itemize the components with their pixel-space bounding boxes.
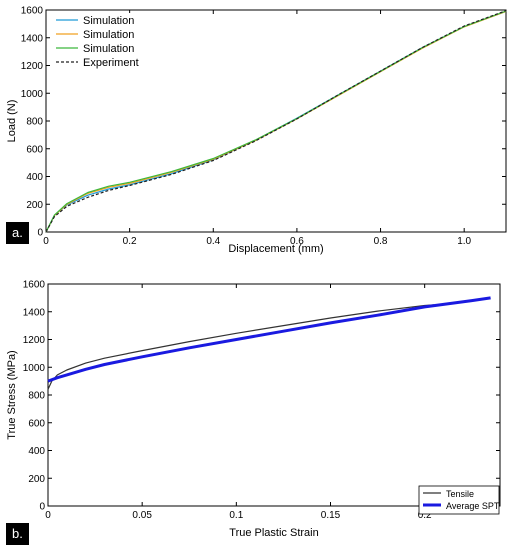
chart-b-x-axis: 0 0.05 0.1 0.15 0.2 [45, 284, 432, 521]
chart-a-legend-label: Simulation [83, 29, 134, 41]
chart-b-x-tick-label: 0.05 [132, 510, 152, 521]
panel-a-label: a. [6, 222, 29, 244]
chart-a-y-tick-label: 0 [37, 228, 43, 239]
chart-a-y-tick-label: 800 [26, 117, 43, 128]
chart-a-legend-label: Simulation [83, 15, 134, 27]
chart-b-series [47, 296, 491, 390]
chart-b-legend: Tensile Average SPT [418, 485, 500, 515]
chart-a: 0 200 400 600 800 1000 1200 1400 1600 0 0.2 0.4 0.6… [6, 6, 507, 255]
chart-b-x-tick-label: 0.2 [418, 510, 432, 521]
chart-a-x-tick-label: 0 [43, 236, 49, 247]
chart-a-xlabel: Displacement (mm) [228, 243, 323, 255]
chart-a-x-tick-label: 0.2 [123, 236, 137, 247]
chart-b-y-tick-label: 1200 [23, 335, 46, 346]
chart-a-y-tick-label: 1200 [21, 61, 44, 72]
chart-b-y-tick-label: 200 [28, 474, 45, 485]
chart-b-xlabel: True Plastic Strain [229, 527, 318, 539]
chart-a-y-tick-label: 200 [26, 200, 43, 211]
chart-b-y-tick-label: 0 [39, 502, 45, 513]
chart-a-legend-label: Simulation [83, 43, 134, 55]
chart-b-y-axis: 0 200 400 600 800 1000 1200 1400 1600 [23, 280, 500, 513]
chart-a-legend-box [52, 13, 142, 71]
chart-b-legend-label: Average SPT [446, 501, 500, 511]
chart-b-ylabel: True Stress (MPa) [6, 350, 18, 439]
chart-a-x-tick-label: 0.4 [206, 236, 220, 247]
chart-b-legend-label: Tensile [446, 489, 474, 499]
chart-b-y-tick-label: 600 [28, 418, 45, 429]
chart-a-y-axis: 0 200 400 600 800 1000 1200 1400 1600 [21, 6, 506, 239]
chart-b-y-tick-label: 400 [28, 446, 45, 457]
chart-a-series [45, 10, 507, 233]
chart-a-legend-label: Experiment [83, 57, 139, 69]
chart-b-series-line-2 [47, 296, 491, 383]
chart-b-x-tick-label: 0.1 [229, 510, 243, 521]
chart-a-x-tick-label: 0.8 [374, 236, 388, 247]
chart-b-y-tick-label: 1600 [23, 280, 46, 291]
chart-a-series-line-4 [45, 10, 507, 233]
chart-a-y-tick-label: 400 [26, 172, 43, 183]
chart-b-x-tick-label: 0 [45, 510, 51, 521]
chart-a-x-tick-label: 0.6 [290, 236, 304, 247]
chart-a-x-axis: 0 0.2 0.4 0.6 0.8 1.0 [43, 10, 472, 247]
chart-a-legend: Simulation Simulation Simulation Experiment [52, 13, 142, 71]
chart-a-ylabel: Load (N) [6, 100, 18, 143]
chart-a-y-tick-label: 1600 [21, 6, 44, 17]
chart-b: 0 200 400 600 800 1000 1200 1400 1600 0 0.05 0.1 0.… [6, 280, 501, 539]
chart-b-legend-box [418, 485, 500, 515]
chart-a-y-tick-label: 600 [26, 144, 43, 155]
chart-a-y-tick-label: 1400 [21, 33, 44, 44]
chart-a-x-tick-label: 1.0 [457, 236, 471, 247]
panel-b-label: b. [6, 523, 29, 545]
chart-b-x-tick-label: 0.15 [321, 510, 341, 521]
chart-a-series-line-3 [45, 10, 507, 233]
chart-b-y-tick-label: 1000 [23, 363, 46, 374]
chart-b-y-tick-label: 1400 [23, 307, 46, 318]
chart-b-series-line-1 [47, 304, 435, 390]
chart-a-y-tick-label: 1000 [21, 89, 44, 100]
chart-b-plot-frame [47, 283, 501, 507]
chart-b-y-tick-label: 800 [28, 391, 45, 402]
